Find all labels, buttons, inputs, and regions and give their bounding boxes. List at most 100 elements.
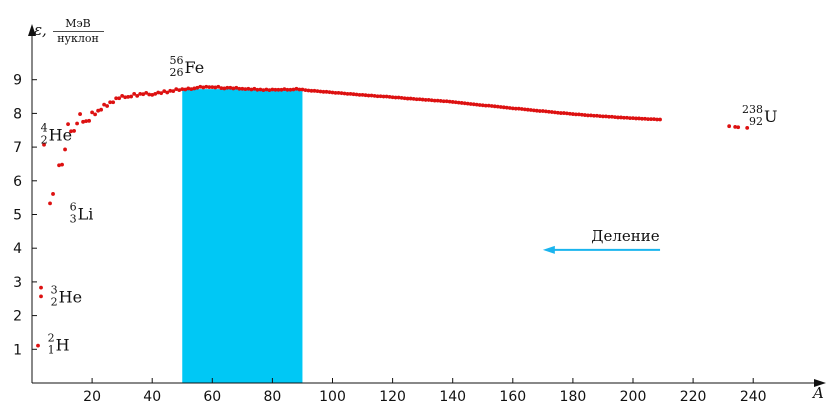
data-point — [640, 116, 644, 121]
x-tick-label: 220 — [680, 389, 707, 405]
y-tick-label: 1 — [13, 342, 22, 358]
data-point — [628, 116, 632, 121]
data-point — [318, 89, 323, 94]
data-point — [246, 86, 251, 91]
data-point — [459, 101, 464, 105]
nuclide-symbol: He — [49, 126, 72, 145]
data-point — [417, 97, 422, 102]
data-point — [207, 85, 212, 90]
data-point — [222, 86, 227, 91]
y-axis-title: ε, МэВ нуклон — [34, 17, 104, 45]
data-point — [619, 115, 623, 120]
data-point — [441, 99, 446, 104]
data-point — [267, 88, 272, 93]
data-point — [162, 89, 167, 94]
data-point — [357, 92, 362, 97]
data-point — [84, 119, 88, 124]
fission-arrow-head — [542, 245, 555, 254]
y-axis-arrowhead — [28, 24, 36, 36]
y-tick-label: 7 — [13, 140, 22, 156]
data-point — [426, 98, 431, 102]
data-point — [456, 100, 461, 105]
data-point — [282, 87, 287, 92]
x-tick-label: 180 — [560, 389, 587, 405]
y-tick-label: 8 — [13, 106, 22, 122]
nuclide-label-li6: 63 Li — [70, 200, 94, 225]
data-point — [489, 104, 494, 108]
data-point — [330, 90, 335, 95]
data-point — [216, 84, 221, 89]
data-point — [120, 93, 125, 98]
data-point — [393, 95, 398, 100]
data-point — [348, 91, 353, 96]
data-point — [132, 91, 137, 96]
data-point — [471, 102, 476, 107]
data-point — [733, 124, 738, 129]
data-point — [159, 91, 164, 96]
data-point — [147, 92, 152, 97]
data-point — [87, 118, 91, 123]
data-point — [105, 104, 110, 108]
data-point — [507, 106, 512, 110]
x-tick-label: 100 — [319, 389, 346, 405]
highlight-region — [182, 89, 303, 384]
data-point — [366, 93, 371, 98]
data-point — [174, 87, 179, 92]
data-point — [339, 91, 344, 96]
data-point — [543, 109, 548, 114]
data-point — [243, 87, 248, 92]
nuclide-symbol: U — [764, 107, 777, 126]
nuclide-charge-number: 26 — [169, 66, 183, 79]
data-point — [168, 88, 173, 93]
data-point — [315, 89, 320, 94]
data-point — [381, 94, 386, 99]
data-point — [483, 103, 488, 108]
data-point — [90, 110, 94, 115]
data-point — [531, 108, 536, 113]
data-point — [327, 90, 332, 95]
data-point — [210, 85, 215, 90]
data-point — [288, 87, 293, 92]
x-tick-label: 200 — [620, 389, 647, 405]
data-point — [637, 116, 641, 121]
data-point — [51, 192, 55, 196]
data-point — [234, 85, 239, 90]
data-point — [297, 87, 302, 92]
data-point — [75, 121, 79, 126]
nuclide-charge-number: 2 — [51, 295, 58, 308]
y-tick-label: 6 — [13, 174, 22, 190]
data-point — [435, 98, 440, 103]
x-tick-label: 160 — [499, 389, 526, 405]
data-point — [549, 110, 554, 114]
data-point — [745, 125, 750, 130]
data-point — [414, 97, 419, 102]
data-point — [634, 116, 638, 121]
data-point — [474, 102, 479, 107]
data-point — [81, 119, 85, 124]
x-axis-title: A — [811, 384, 824, 402]
y-ticks: 1 2 3 4 5 6 7 8 9 — [13, 73, 37, 358]
nuclide-label-h2: 21 H — [48, 332, 70, 357]
data-point — [423, 98, 428, 102]
nuclide-mass-number: 3 — [51, 283, 58, 296]
data-point — [477, 103, 482, 107]
fission-arrow-label: Деление — [591, 227, 659, 245]
data-point — [643, 116, 647, 121]
data-point — [522, 107, 527, 112]
data-point — [294, 86, 299, 91]
data-point — [201, 85, 206, 90]
data-point — [396, 95, 401, 100]
data-point — [195, 85, 200, 90]
data-point — [39, 294, 43, 299]
data-point — [378, 94, 383, 99]
data-point — [57, 163, 61, 168]
data-point — [240, 86, 245, 91]
nuclide-mass-number: 56 — [169, 54, 183, 67]
data-point — [306, 88, 311, 93]
data-point — [255, 87, 260, 92]
data-point — [736, 125, 741, 130]
data-point — [300, 87, 305, 92]
data-point — [39, 285, 43, 290]
data-point — [156, 90, 161, 95]
